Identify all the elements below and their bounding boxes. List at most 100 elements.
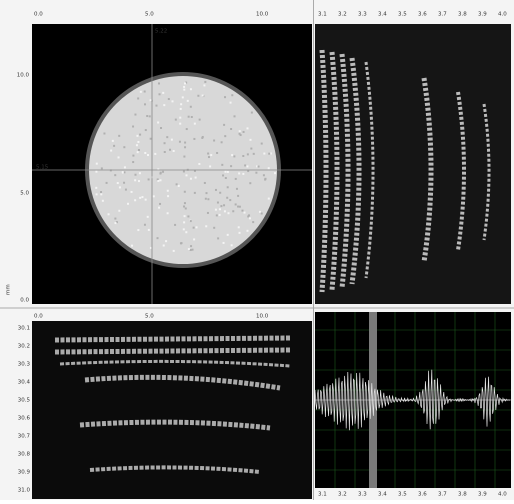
speckle-dot <box>210 154 212 156</box>
speckle-dot <box>162 92 164 94</box>
speckle-dot <box>219 192 221 194</box>
speckle-dot <box>215 189 217 191</box>
x-tick-label: 10.0 <box>256 12 269 18</box>
speckle-dot <box>190 178 192 180</box>
speckle-dot <box>136 135 138 137</box>
speckle-dot <box>168 98 170 100</box>
y-tick-label: 30.8 <box>18 452 31 458</box>
y-tick-label: 30.1 <box>18 326 30 332</box>
speckle-dot <box>184 146 186 148</box>
speckle-dot <box>205 225 207 227</box>
speckle-dot <box>114 218 116 220</box>
speckle-dot <box>144 152 146 154</box>
speckle-dot <box>171 139 173 141</box>
speckle-dot <box>148 178 150 180</box>
speckle-dot <box>204 81 206 83</box>
speckle-dot <box>213 140 215 142</box>
x-tick-label: 4.0 <box>498 492 507 498</box>
speckle-dot <box>123 182 125 184</box>
speckle-dot <box>196 226 198 228</box>
speckle-dot <box>147 154 149 156</box>
speckle-dot <box>171 100 173 102</box>
x-tick-label: 3.3 <box>358 12 367 18</box>
speckle-dot <box>221 164 223 166</box>
speckle-dot <box>224 210 226 212</box>
speckle-dot <box>239 130 241 132</box>
speckle-dot <box>115 222 117 224</box>
speckle-dot <box>247 215 249 217</box>
speckle-dot <box>160 127 162 129</box>
speckle-dot <box>235 203 237 205</box>
speckle-dot <box>231 244 233 246</box>
speckle-dot <box>225 171 227 173</box>
speckle-dot <box>134 174 136 176</box>
x-tick-label: 3.9 <box>478 12 487 18</box>
speckle-dot <box>232 210 234 212</box>
x-tick-label: 5.0 <box>145 12 154 18</box>
x-tick-label: 3.8 <box>458 12 467 18</box>
speckle-dot <box>246 230 248 232</box>
speckle-dot <box>251 112 253 114</box>
speckle-dot <box>118 210 120 212</box>
x-tick-label: 3.1 <box>318 12 327 18</box>
speckle-dot <box>144 91 146 93</box>
speckle-dot <box>222 174 224 176</box>
speckle-dot <box>238 226 240 228</box>
speckle-dot <box>233 155 235 157</box>
x-tick-label: 0.0 <box>34 314 43 320</box>
speckle-dot <box>242 155 244 157</box>
speckle-dot <box>206 192 208 194</box>
speckle-dot <box>100 191 102 193</box>
speckle-dot <box>188 248 190 250</box>
speckle-dot <box>209 165 211 167</box>
speckle-dot <box>184 82 186 84</box>
speckle-dot <box>137 229 139 231</box>
speckle-dot <box>179 141 181 143</box>
speckle-dot <box>131 245 133 247</box>
speckle-dot <box>227 171 229 173</box>
speckle-dot <box>169 149 171 151</box>
speckle-dot <box>134 179 136 181</box>
speckle-dot <box>184 215 186 217</box>
speckle-dot <box>163 104 165 106</box>
speckle-dot <box>249 139 251 141</box>
speckle-dot <box>136 144 138 146</box>
x-tick-label: 3.2 <box>338 12 347 18</box>
speckle-dot <box>224 96 226 98</box>
speckle-dot <box>227 186 229 188</box>
speckle-dot <box>190 88 192 90</box>
speckle-dot <box>134 199 136 201</box>
speckle-dot <box>238 172 240 174</box>
speckle-dot <box>157 237 159 239</box>
speckle-dot <box>163 245 165 247</box>
speckle-dot <box>193 227 195 229</box>
x-tick-label: 3.3 <box>358 492 367 498</box>
x-tick-label: 3.5 <box>398 12 407 18</box>
speckle-dot <box>253 153 255 155</box>
speckle-dot <box>190 249 192 251</box>
speckle-dot <box>247 127 249 129</box>
speckle-dot <box>202 95 204 97</box>
speckle-dot <box>208 156 210 158</box>
speckle-dot <box>96 193 98 195</box>
speckle-dot <box>146 115 148 117</box>
x-tick-label: 3.7 <box>438 492 447 498</box>
speckle-dot <box>207 212 209 214</box>
speckle-dot <box>139 172 141 174</box>
speckle-dot <box>213 227 215 229</box>
speckle-dot <box>150 138 152 140</box>
speckle-dot <box>223 204 225 206</box>
speckle-dot <box>114 174 116 176</box>
speckle-dot <box>159 203 161 205</box>
speckle-dot <box>179 117 181 119</box>
speckle-dot <box>249 182 251 184</box>
speckle-dot <box>127 203 129 205</box>
speckle-dot <box>173 250 175 252</box>
speckle-dot <box>108 213 110 215</box>
speckle-dot <box>95 171 97 173</box>
speckle-dot <box>159 173 161 175</box>
speckle-dot <box>230 165 232 167</box>
scan-viewer: 5.22 5.15 mm 0.05.010.00.05.010.03.13.23… <box>0 0 514 500</box>
speckle-dot <box>158 82 160 84</box>
speckle-dot <box>96 163 98 165</box>
